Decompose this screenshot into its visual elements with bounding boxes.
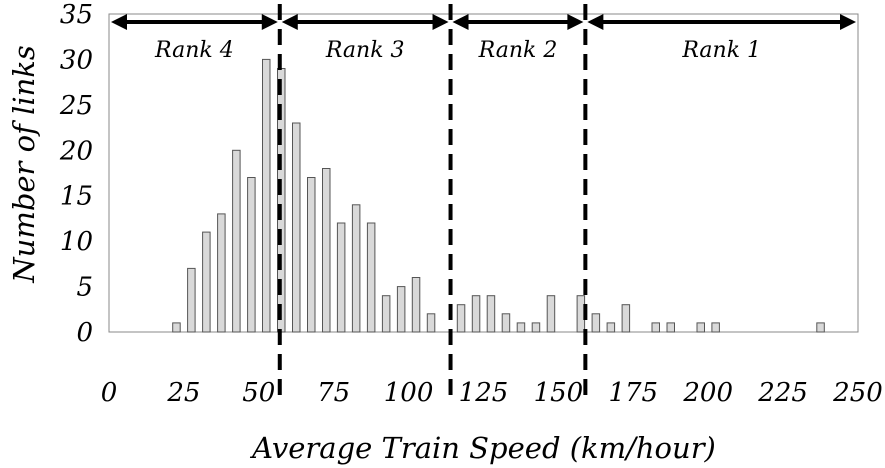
bar bbox=[396, 286, 406, 333]
x-axis-title: Average Train Speed (km/hour) bbox=[249, 431, 716, 465]
rank-label: Rank 4 bbox=[154, 38, 234, 63]
rank-dividers bbox=[277, 4, 588, 397]
x-tick-label: 150 bbox=[534, 378, 584, 408]
x-tick-label: 200 bbox=[682, 378, 733, 408]
bar bbox=[307, 177, 316, 333]
bar bbox=[366, 222, 376, 333]
bar bbox=[172, 322, 181, 333]
x-tick-label: 75 bbox=[317, 378, 350, 408]
y-axis-title: Number of links bbox=[7, 45, 41, 283]
bar bbox=[516, 322, 526, 333]
rank-arrowhead-left bbox=[281, 14, 298, 30]
bar bbox=[202, 231, 211, 333]
rank-arrowhead-left bbox=[587, 14, 604, 30]
bar bbox=[501, 313, 511, 333]
rank-label: Rank 2 bbox=[478, 38, 558, 63]
y-tick-label: 30 bbox=[60, 45, 93, 75]
x-tick-label: 250 bbox=[832, 378, 883, 408]
bar-series bbox=[172, 58, 825, 333]
bar bbox=[351, 204, 361, 333]
bar bbox=[666, 322, 675, 333]
rank-arrowhead-right bbox=[567, 14, 584, 30]
bar bbox=[322, 168, 331, 333]
rank-labels: Rank 4 Rank 3 Rank 2 Rank 1 bbox=[154, 38, 761, 63]
rank-label: Rank 3 bbox=[325, 38, 405, 63]
x-tick-label: 100 bbox=[384, 378, 434, 408]
rank-arrowhead-right bbox=[840, 14, 856, 30]
bar bbox=[292, 122, 301, 333]
bar bbox=[696, 322, 705, 333]
bar bbox=[651, 322, 660, 333]
x-tick-label: 50 bbox=[242, 378, 275, 408]
y-tick-label: 25 bbox=[59, 91, 93, 121]
rank-arrowhead-right bbox=[261, 14, 278, 30]
bar bbox=[591, 313, 601, 333]
rank-arrows bbox=[111, 14, 856, 30]
x-tick-label: 175 bbox=[608, 378, 658, 408]
bar bbox=[232, 149, 241, 333]
bar bbox=[486, 295, 496, 333]
bar bbox=[816, 322, 825, 333]
x-tick-labels: 0 25 50 75 100 125 150 175 200 225 250 bbox=[101, 378, 883, 408]
rank-arrowhead-left bbox=[452, 14, 469, 30]
rank-label: Rank 1 bbox=[681, 38, 761, 63]
y-tick-label: 15 bbox=[60, 182, 93, 212]
x-tick-label: 225 bbox=[757, 378, 808, 408]
bar bbox=[531, 322, 541, 333]
x-tick-label: 25 bbox=[166, 378, 200, 408]
bar bbox=[621, 304, 631, 333]
plot-frame bbox=[108, 13, 859, 333]
y-tick-labels: 0 5 10 15 20 25 30 35 bbox=[59, 0, 93, 348]
rank-arrowhead-right bbox=[432, 14, 449, 30]
bar bbox=[262, 58, 271, 333]
y-tick-label: 20 bbox=[59, 136, 93, 166]
bar bbox=[606, 322, 616, 333]
y-tick-label: 10 bbox=[60, 227, 93, 257]
x-tick-label: 0 bbox=[101, 378, 118, 408]
bar bbox=[426, 313, 436, 333]
bar bbox=[471, 295, 481, 333]
bar bbox=[546, 295, 556, 333]
bar bbox=[711, 322, 720, 333]
bar bbox=[217, 213, 226, 333]
x-tick-label: 125 bbox=[459, 378, 509, 408]
bar bbox=[456, 304, 466, 333]
bar bbox=[336, 222, 346, 333]
y-tick-label: 5 bbox=[76, 273, 93, 303]
y-tick-label: 35 bbox=[60, 0, 93, 30]
plot-area bbox=[108, 13, 859, 333]
rank-arrowhead-left bbox=[111, 14, 127, 30]
bar bbox=[187, 267, 196, 333]
bar bbox=[247, 177, 256, 333]
bar bbox=[411, 277, 421, 333]
bar bbox=[381, 295, 391, 333]
y-tick-label: 0 bbox=[76, 318, 93, 348]
